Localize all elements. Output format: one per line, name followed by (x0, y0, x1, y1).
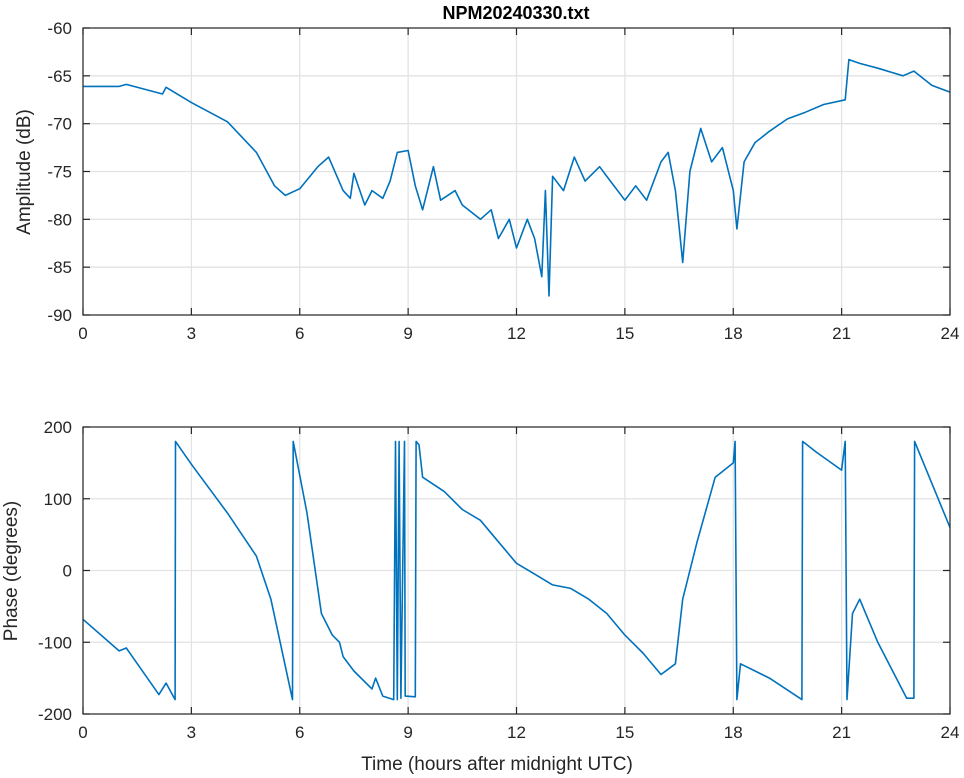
y-tick-label: -70 (47, 115, 72, 134)
amplitude-ylabel: Amplitude (dB) (14, 109, 35, 235)
y-tick-label: 100 (44, 490, 72, 509)
x-tick-label: 24 (941, 324, 960, 343)
x-tick-label: 3 (187, 324, 196, 343)
x-tick-label: 0 (78, 324, 87, 343)
phase-ylabel: Phase (degrees) (1, 501, 22, 641)
y-tick-label: 200 (44, 418, 72, 437)
x-tick-label: 21 (832, 723, 851, 742)
series-line-amplitude (83, 58, 951, 297)
y-tick-label: -75 (47, 163, 72, 182)
x-tick-label: 15 (615, 723, 634, 742)
y-tick-label: -60 (47, 19, 72, 38)
y-tick-label: -90 (47, 306, 72, 325)
x-tick-label: 12 (507, 723, 526, 742)
x-tick-label: 24 (941, 723, 960, 742)
phase-axes: 0 3 6 9 12 15 18 21 24 200 100 0 -100 -200 (38, 418, 959, 742)
x-tick-label: 15 (615, 324, 634, 343)
x-tick-label: 18 (724, 723, 743, 742)
x-tick-label: 6 (295, 723, 304, 742)
y-tick-label: -65 (47, 67, 72, 86)
y-tick-label: -80 (47, 210, 72, 229)
y-tick-label: -100 (38, 633, 72, 652)
chart-title: NPM20240330.txt (442, 3, 589, 23)
amplitude-axes: 0 3 6 9 12 15 18 21 24 -60 -65 -70 -75 -80 -85 -90 (47, 19, 959, 343)
y-tick-label: -200 (38, 705, 72, 724)
x-tick-label: 12 (507, 324, 526, 343)
x-tick-label: 9 (403, 723, 412, 742)
y-tick-label: 0 (63, 562, 72, 581)
x-tick-label: 6 (295, 324, 304, 343)
x-tick-label: 0 (78, 723, 87, 742)
x-tick-label: 3 (187, 723, 196, 742)
x-tick-label: 18 (724, 324, 743, 343)
time-xlabel: Time (hours after midnight UTC) (361, 754, 633, 775)
x-tick-label: 9 (403, 324, 412, 343)
x-tick-label: 21 (832, 324, 851, 343)
series-line-phase (82, 440, 951, 701)
y-tick-label: -85 (47, 258, 72, 277)
